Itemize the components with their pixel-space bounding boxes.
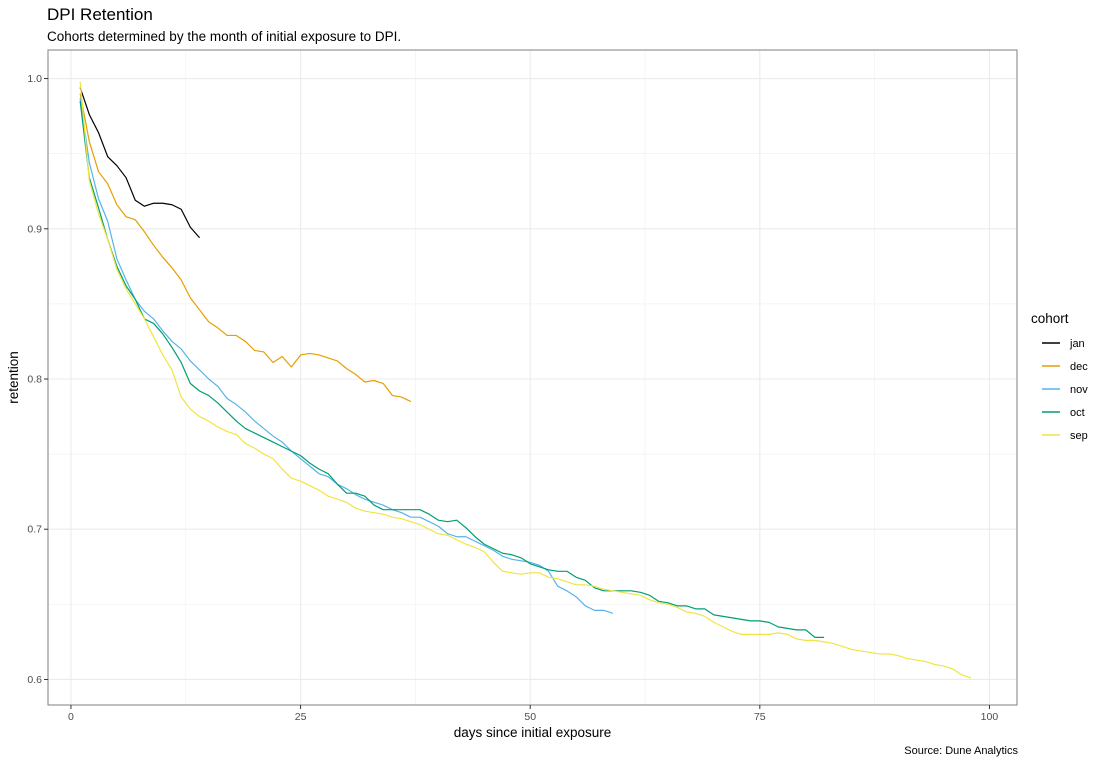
legend-label-dec: dec (1070, 361, 1088, 373)
legend-label-jan: jan (1069, 338, 1085, 350)
chart-caption: Source: Dune Analytics (904, 745, 1018, 757)
legend-title: cohort (1031, 311, 1069, 326)
series-line-oct (79, 101, 825, 638)
x-tick-label: 75 (754, 711, 766, 723)
legend-label-nov: nov (1070, 384, 1088, 396)
y-tick-label: 0.8 (27, 374, 42, 386)
x-tick-label: 0 (68, 711, 74, 723)
x-tick-label: 25 (295, 711, 307, 723)
tick-labels: 0 25 50 75 100 0.6 0.7 0.8 0.9 1.0 (27, 73, 998, 723)
panel-border (47, 49, 1018, 706)
x-tick-label: 50 (524, 711, 536, 723)
minor-gridlines (48, 50, 1017, 705)
x-axis-title: days since initial exposure (454, 725, 612, 740)
legend-label-oct: oct (1070, 407, 1085, 419)
y-tick-label: 0.9 (27, 223, 42, 235)
series-line-nov (79, 97, 614, 614)
chart-title: DPI Retention (47, 5, 153, 24)
y-tick-label: 1.0 (27, 73, 42, 85)
legend: cohort jan dec nov oct sep (1031, 311, 1088, 442)
series-lines (79, 81, 972, 679)
y-tick-label: 0.6 (27, 674, 42, 686)
major-gridlines (48, 50, 1017, 705)
series-line-dec (79, 93, 412, 403)
series-line-jan (79, 87, 201, 239)
y-tick-label: 0.7 (27, 524, 42, 536)
x-tick-label: 100 (981, 711, 999, 723)
chart-subtitle: Cohorts determined by the month of initi… (47, 29, 402, 44)
y-axis-title: retention (6, 351, 21, 404)
legend-label-sep: sep (1070, 430, 1088, 442)
axis-ticks (44, 78, 990, 709)
series-line-sep (79, 81, 972, 679)
